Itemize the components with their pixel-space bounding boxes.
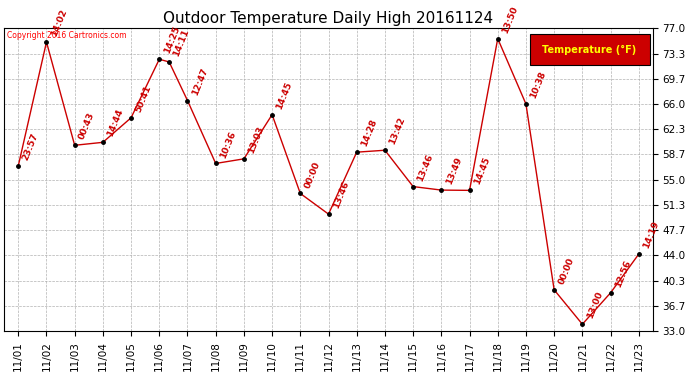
Text: 14:02: 14:02 (49, 8, 68, 38)
Text: 13:42: 13:42 (388, 116, 407, 146)
Text: 14:45: 14:45 (473, 156, 491, 186)
Text: 14:44: 14:44 (106, 108, 125, 138)
Text: 13:46: 13:46 (416, 152, 435, 182)
Text: 13:46: 13:46 (331, 180, 351, 210)
Text: 12:47: 12:47 (190, 66, 210, 96)
Text: 14:11: 14:11 (172, 28, 191, 58)
Text: 14:45: 14:45 (275, 80, 294, 111)
Text: 13:49: 13:49 (444, 156, 463, 186)
Text: 13:00: 13:00 (585, 290, 604, 320)
Text: 13:50: 13:50 (500, 4, 520, 34)
Text: 00:00: 00:00 (303, 160, 322, 189)
Text: 14:19: 14:19 (642, 220, 661, 250)
Text: 13:03: 13:03 (247, 125, 266, 154)
Text: 14:25: 14:25 (162, 25, 181, 55)
Text: 00:43: 00:43 (77, 111, 97, 141)
Text: Copyright 2016 Cartronics.com: Copyright 2016 Cartronics.com (8, 32, 127, 40)
Text: 23:57: 23:57 (21, 132, 40, 162)
Text: 50:41: 50:41 (134, 84, 153, 114)
Text: 14:28: 14:28 (359, 118, 379, 148)
Text: 12:56: 12:56 (613, 259, 633, 289)
Text: Temperature (°F): Temperature (°F) (542, 45, 637, 54)
Text: 00:00: 00:00 (557, 256, 575, 286)
Bar (530, 34, 649, 64)
Title: Outdoor Temperature Daily High 20161124: Outdoor Temperature Daily High 20161124 (164, 11, 493, 26)
Text: 10:36: 10:36 (219, 129, 237, 159)
Text: 10:38: 10:38 (529, 70, 548, 100)
